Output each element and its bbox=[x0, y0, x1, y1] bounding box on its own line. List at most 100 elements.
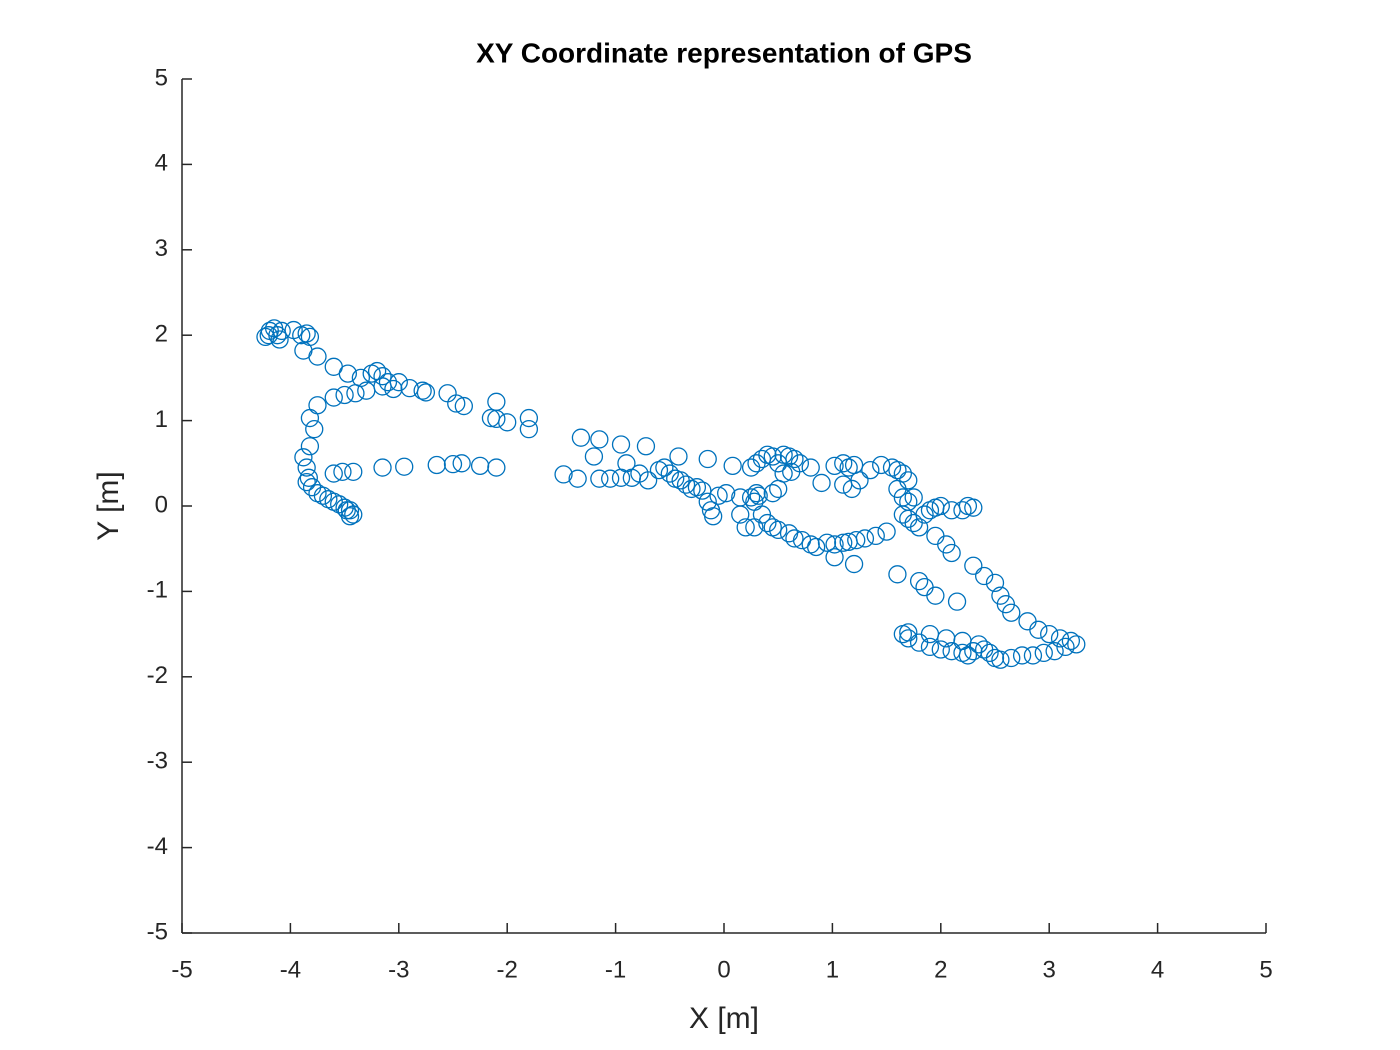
scatter-point bbox=[920, 637, 940, 657]
scatter-point bbox=[487, 392, 506, 411]
scatter-point bbox=[1056, 637, 1075, 657]
scatter-point bbox=[571, 428, 591, 447]
scatter-point bbox=[926, 586, 945, 605]
scatter-point bbox=[866, 526, 885, 546]
scatter-point bbox=[308, 347, 327, 366]
scatter-point bbox=[687, 478, 707, 497]
scatter-point bbox=[847, 531, 866, 550]
scatter-point bbox=[747, 454, 766, 473]
scatter-point bbox=[395, 457, 414, 476]
scatter-point bbox=[487, 458, 506, 477]
scatter-point bbox=[888, 460, 907, 480]
scatter-point bbox=[931, 640, 950, 659]
scatter-point bbox=[899, 509, 918, 528]
scatter-point bbox=[1012, 646, 1032, 665]
scatter-point bbox=[747, 484, 766, 503]
scatter-point bbox=[931, 496, 950, 516]
scatter-point bbox=[817, 533, 837, 552]
x-tick-label: 1 bbox=[826, 956, 839, 983]
scatter-point bbox=[964, 556, 983, 575]
y-tick-label: 0 bbox=[155, 491, 168, 518]
scatter-point bbox=[454, 396, 473, 416]
scatter-point bbox=[782, 462, 801, 481]
scatter-point bbox=[736, 518, 755, 537]
scatter-point bbox=[825, 456, 844, 476]
scatter-point bbox=[758, 513, 777, 533]
scatter-point bbox=[443, 455, 463, 474]
scatter-point bbox=[452, 454, 471, 473]
scatter-point bbox=[888, 565, 907, 584]
scatter-point bbox=[305, 419, 324, 439]
scatter-point bbox=[942, 642, 961, 661]
scatter-point bbox=[920, 624, 940, 644]
scatter-point bbox=[893, 624, 913, 644]
scatter-point bbox=[749, 486, 768, 505]
scatter-point bbox=[723, 456, 742, 476]
scatter-point bbox=[519, 419, 539, 439]
scatter-point bbox=[985, 648, 1005, 668]
scatter-point bbox=[1029, 620, 1048, 639]
scatter-point bbox=[337, 501, 356, 520]
y-tick-label: -4 bbox=[147, 833, 168, 860]
scatter-point bbox=[373, 367, 392, 386]
scatter-point bbox=[801, 458, 820, 477]
scatter-point bbox=[636, 437, 656, 456]
scatter-point bbox=[400, 378, 419, 398]
y-tick-label: -5 bbox=[147, 918, 168, 945]
scatter-point bbox=[519, 408, 539, 428]
scatter-point bbox=[498, 413, 517, 432]
scatter-point bbox=[300, 437, 320, 456]
scatter-point bbox=[958, 496, 978, 516]
scatter-point bbox=[855, 529, 875, 548]
x-tick-label: -4 bbox=[280, 956, 301, 983]
scatter-point bbox=[926, 526, 945, 546]
scatter-point bbox=[806, 537, 826, 557]
scatter-point bbox=[964, 642, 983, 661]
scatter-point bbox=[367, 361, 387, 381]
scatter-point bbox=[899, 629, 918, 648]
scatter-point bbox=[660, 464, 679, 483]
y-tick-label: -2 bbox=[147, 662, 168, 689]
scatter-point bbox=[1023, 646, 1043, 665]
scatter-point bbox=[300, 408, 320, 428]
scatter-point bbox=[299, 468, 318, 487]
scatter-point bbox=[268, 326, 287, 345]
scatter-point bbox=[357, 381, 376, 400]
scatter-point bbox=[590, 469, 609, 488]
scatter-point bbox=[378, 373, 398, 392]
scatter-point bbox=[333, 462, 352, 481]
scatter-point bbox=[1002, 648, 1021, 668]
scatter-point bbox=[294, 448, 313, 467]
y-tick-label: 2 bbox=[155, 321, 168, 348]
scatter-point bbox=[416, 383, 436, 402]
scatter-point bbox=[1002, 603, 1021, 622]
scatter-point bbox=[769, 520, 788, 540]
scatter-point bbox=[942, 501, 961, 520]
scatter-point bbox=[1018, 612, 1037, 631]
scatter-point bbox=[638, 471, 658, 490]
scatter-point bbox=[590, 430, 609, 449]
scatter-point bbox=[346, 384, 365, 403]
scatter-point bbox=[985, 573, 1005, 593]
scatter-point bbox=[324, 464, 343, 483]
scatter-point bbox=[1040, 624, 1059, 644]
scatter-point bbox=[758, 445, 777, 464]
scatter-point bbox=[384, 379, 403, 399]
scatter-point bbox=[438, 384, 457, 403]
scatter-point bbox=[834, 533, 853, 552]
scatter-point bbox=[769, 479, 788, 499]
scatter-point bbox=[964, 498, 983, 517]
scatter-point bbox=[825, 548, 844, 567]
scatter-point bbox=[909, 633, 929, 652]
y-tick-label: 5 bbox=[155, 64, 168, 91]
x-tick-label: -2 bbox=[497, 956, 518, 983]
scatter-point bbox=[584, 447, 604, 466]
x-tick-label: 4 bbox=[1151, 956, 1164, 983]
scatter-point bbox=[447, 394, 466, 413]
scatter-point bbox=[904, 488, 923, 507]
x-tick-label: 3 bbox=[1043, 956, 1056, 983]
y-tick-label: -3 bbox=[147, 748, 168, 775]
scatter-point bbox=[330, 495, 349, 514]
scatter-point bbox=[373, 377, 392, 396]
